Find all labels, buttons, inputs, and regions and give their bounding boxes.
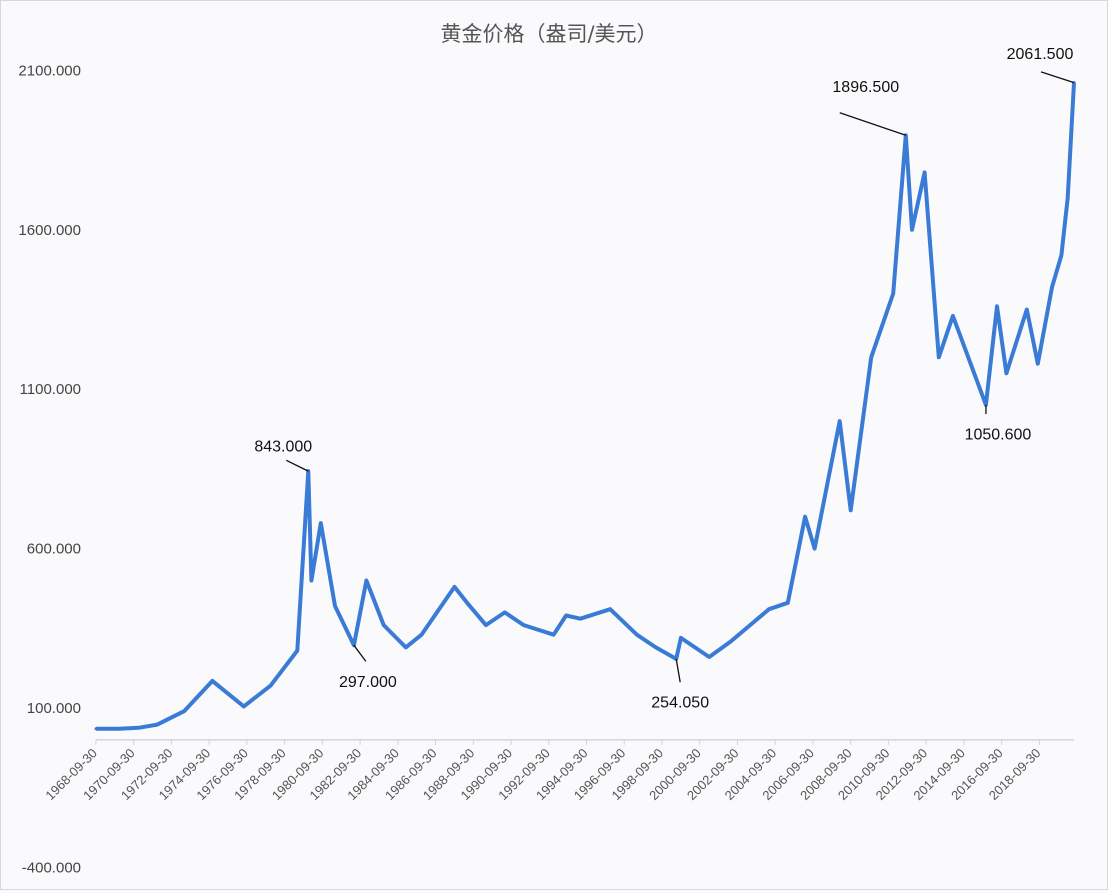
data-point	[654, 645, 658, 649]
data-point	[849, 508, 853, 512]
data-point	[465, 601, 469, 605]
data-point	[210, 679, 214, 683]
data-point	[869, 355, 873, 359]
y-tick-label: 2100.000	[18, 62, 81, 79]
data-point	[484, 623, 488, 627]
data-point	[94, 727, 98, 731]
data-point	[951, 314, 955, 318]
data-point	[419, 633, 423, 637]
data-point	[404, 645, 408, 649]
annotation-leader-line	[839, 112, 906, 136]
annotations: 843.000 297.000 254.050 1896.500 1050.600 206…	[254, 46, 1075, 711]
y-tick-label: -400.000	[22, 859, 81, 876]
annotation-label: 843.000	[254, 439, 312, 456]
price-line	[96, 82, 1076, 731]
data-point	[1025, 308, 1029, 311]
annotation-label: 297.000	[339, 674, 397, 691]
data-point	[564, 614, 568, 618]
data-point	[995, 304, 999, 308]
y-tick-label: 1100.000	[20, 381, 81, 398]
data-point	[309, 578, 313, 582]
data-point	[803, 515, 807, 519]
data-point	[748, 623, 752, 627]
annotation-leader-line	[675, 658, 681, 683]
data-point	[333, 604, 337, 608]
data-point	[635, 633, 639, 637]
data-point	[319, 521, 323, 525]
data-point	[707, 655, 711, 659]
data-point	[767, 607, 771, 611]
y-axis: 2100.000 1600.000 1100.000 600.000 100.000 -4…	[18, 62, 81, 876]
data-point	[937, 355, 941, 359]
data-point	[364, 578, 368, 582]
data-point	[1050, 285, 1054, 289]
x-axis: 1968-09-301970-09-301972-09-301974-09-30…	[42, 739, 1074, 803]
annotation-leader-line	[1040, 71, 1075, 84]
y-tick-label: 100.000	[27, 700, 81, 717]
y-tick-label: 1600.000	[18, 222, 81, 239]
data-point	[608, 607, 612, 611]
data-point	[1059, 253, 1063, 257]
data-point	[552, 633, 556, 637]
data-point	[242, 704, 246, 708]
data-point	[1066, 196, 1070, 200]
data-point	[295, 649, 299, 653]
data-point	[269, 684, 273, 688]
data-point	[729, 639, 733, 643]
series-layer	[94, 81, 1076, 731]
data-point	[136, 726, 140, 730]
data-point	[813, 547, 817, 551]
annotation-label: 2061.500	[1007, 46, 1074, 63]
data-point	[923, 170, 927, 174]
annotation-label: 254.050	[651, 694, 709, 711]
data-point	[182, 709, 186, 713]
data-point	[891, 292, 895, 296]
data-point	[910, 228, 914, 232]
chart-title: 黄金价格（盎司/美元）	[440, 22, 657, 46]
annotation-label: 1896.500	[832, 79, 899, 96]
data-point	[786, 601, 790, 605]
data-point	[1004, 371, 1008, 375]
data-point	[118, 727, 122, 731]
data-point	[452, 585, 456, 589]
data-point	[838, 419, 842, 423]
data-point	[679, 636, 683, 640]
data-point	[382, 623, 386, 627]
data-point	[522, 623, 526, 627]
data-point	[1036, 362, 1040, 366]
data-point	[578, 617, 582, 621]
data-point	[503, 610, 507, 614]
annotation-leader-line	[285, 459, 309, 472]
y-tick-label: 600.000	[27, 541, 81, 558]
annotation-label: 1050.600	[965, 427, 1032, 444]
annotation-leader-line	[353, 644, 367, 662]
data-point	[155, 723, 159, 727]
